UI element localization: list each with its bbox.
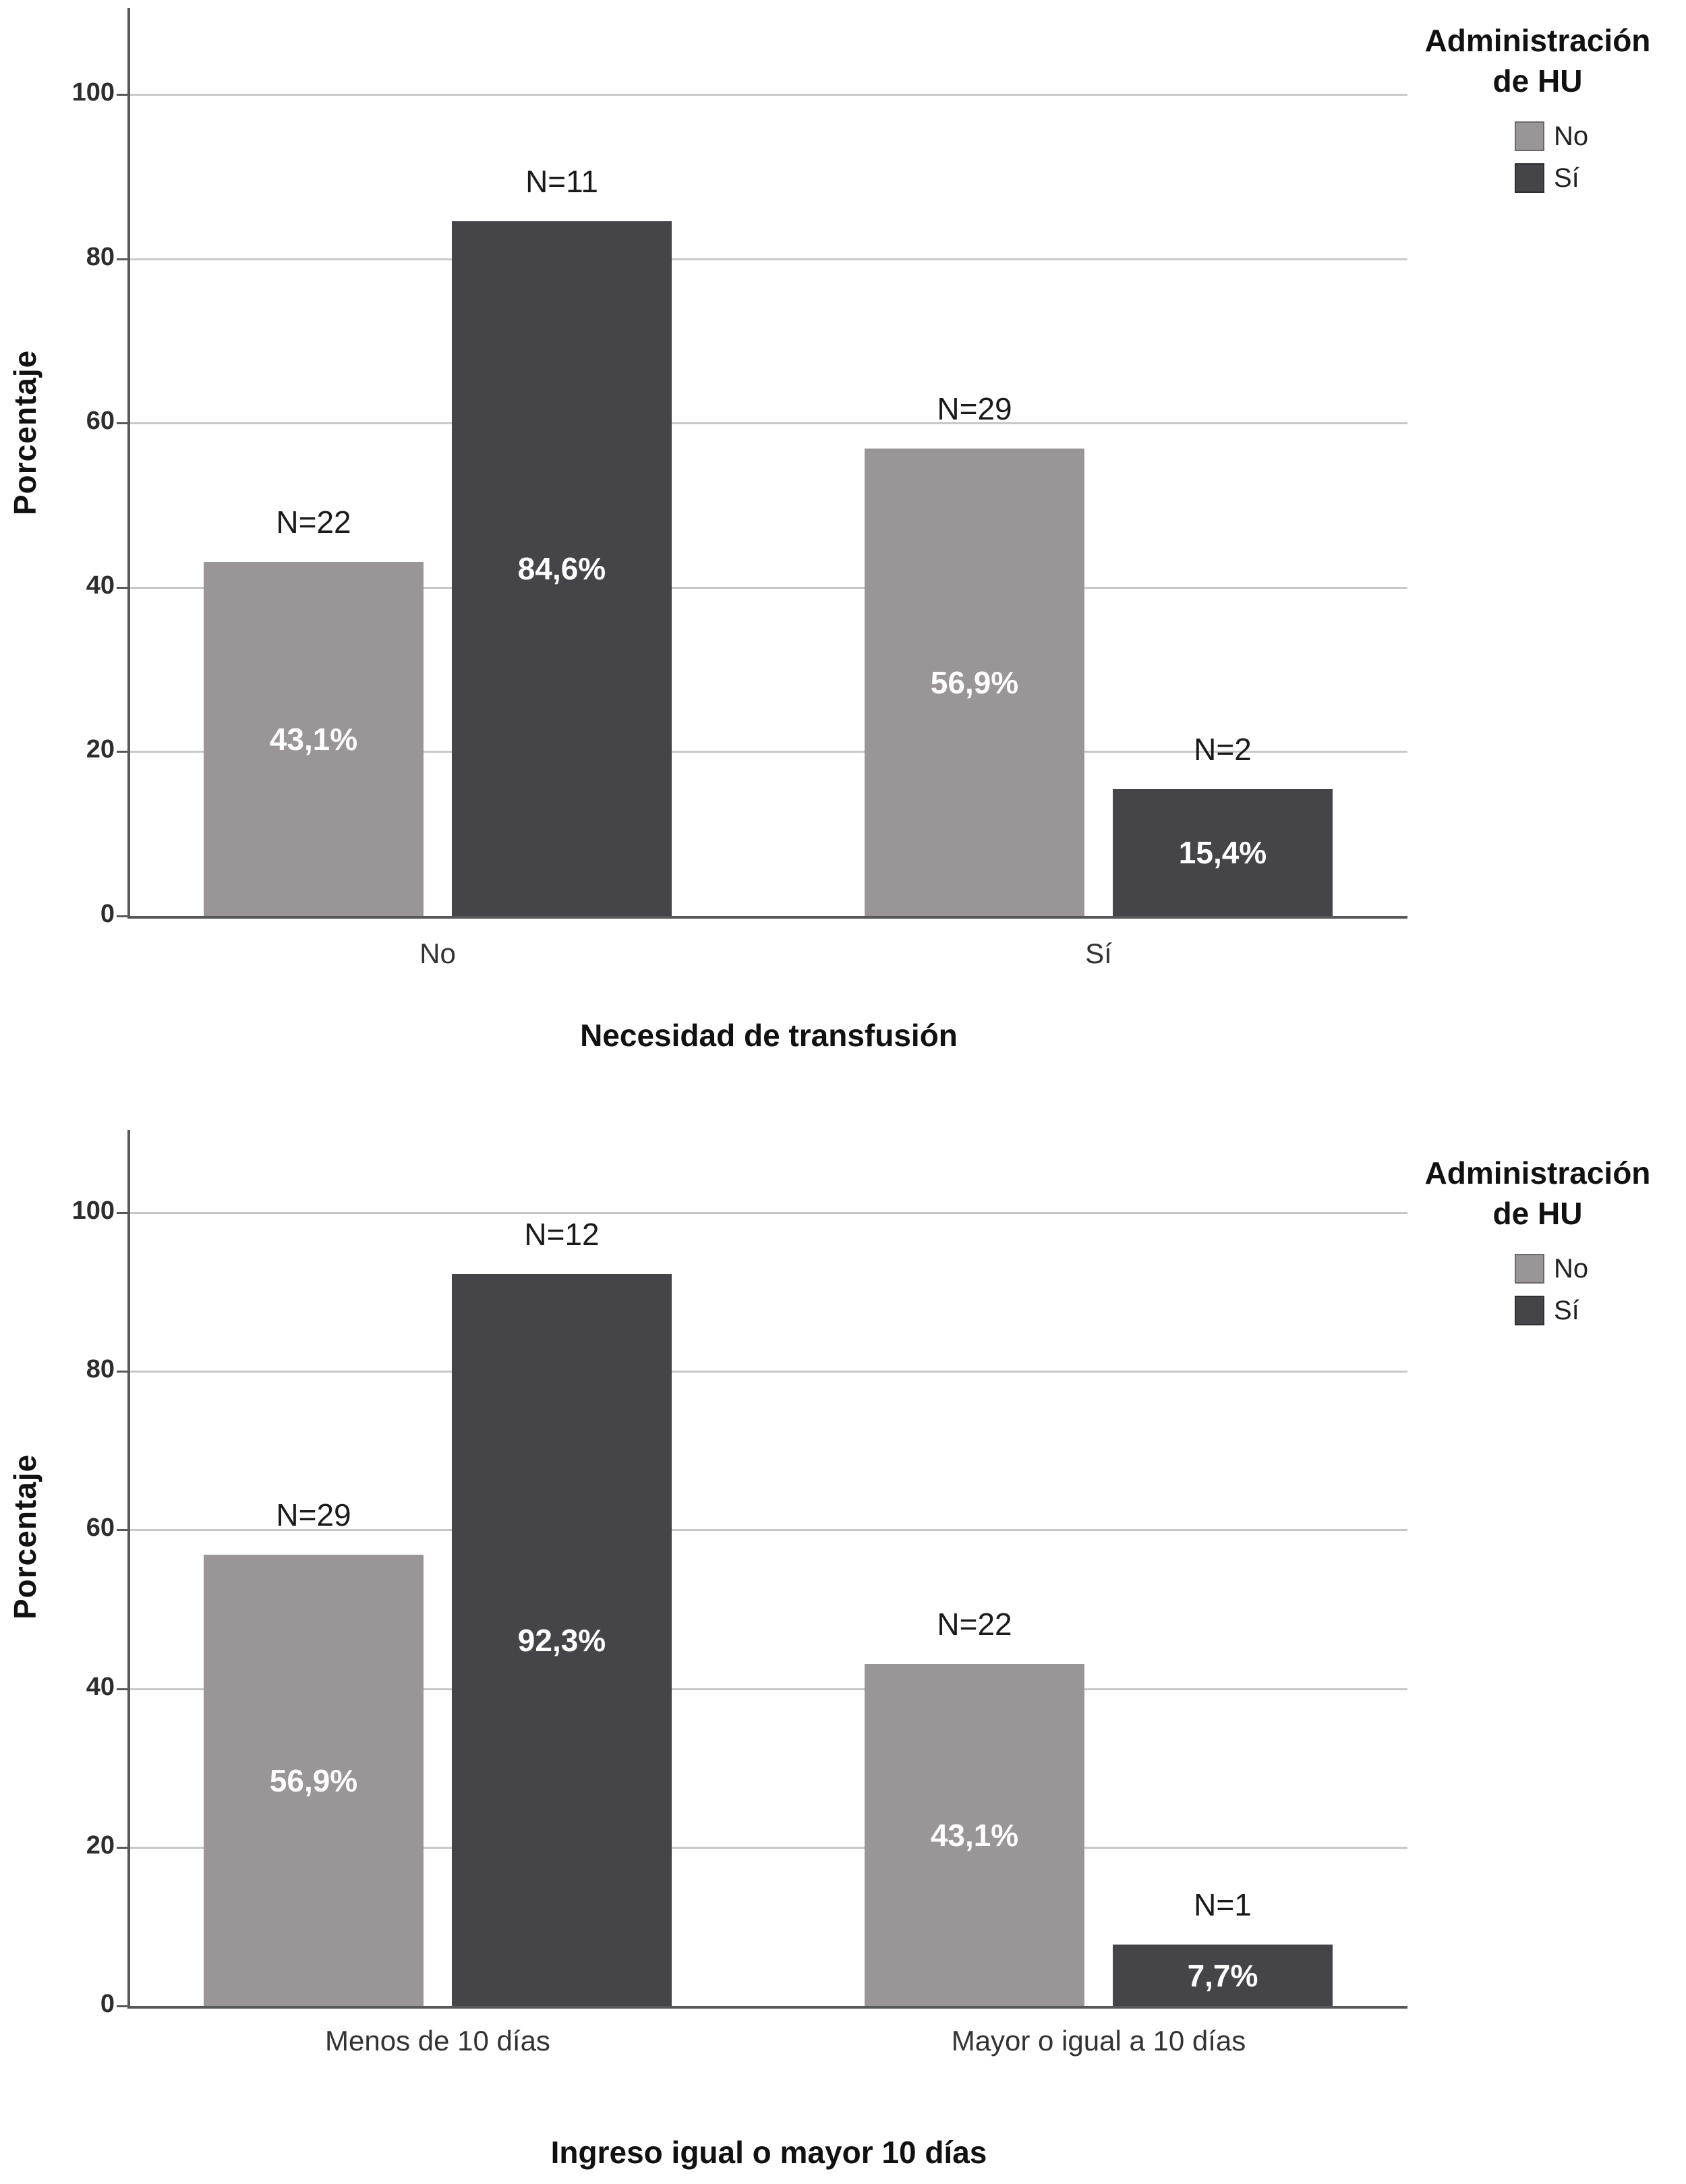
x-category-label: Mayor o igual a 10 días	[951, 2025, 1246, 2057]
y-tick-label: 100	[71, 1197, 115, 1225]
legend-items: No Sí	[1515, 119, 1588, 202]
legend-label: Sí	[1554, 1295, 1579, 1325]
legend-swatch-sí	[1515, 163, 1544, 193]
y-axis-line	[127, 1130, 130, 2009]
bar-no-2: 56,9%	[865, 449, 1084, 916]
legend-title-line: Administración	[1424, 23, 1651, 58]
y-tick-label: 0	[100, 900, 115, 928]
bar-value-label: 84,6%	[517, 551, 606, 586]
y-tick-mark	[117, 915, 127, 917]
y-tick-mark	[117, 94, 127, 96]
bar-count-label: N=12	[524, 1217, 600, 1252]
legend-items: No Sí	[1515, 1251, 1588, 1335]
y-tick-mark	[117, 587, 127, 589]
bar-value-label: 7,7%	[1187, 1957, 1258, 1993]
admission-duration-chart: Porcentaje 0 20 40 60 80 100 56,9% N=29 92,3% N=12…	[0, 1092, 1686, 2184]
bar-value-label: 43,1%	[269, 721, 358, 757]
bar-count-label: N=2	[1194, 732, 1252, 767]
legend-label: No	[1554, 121, 1589, 151]
y-tick-label: 60	[86, 1514, 115, 1542]
bar-value-label: 92,3%	[517, 1622, 606, 1658]
legend-title-line: de HU	[1492, 1196, 1583, 1231]
legend-item-sí: Sí	[1515, 1293, 1588, 1328]
legend-swatch-no	[1515, 121, 1544, 151]
y-tick-label: 80	[86, 243, 115, 271]
bar-value-label: 15,4%	[1178, 835, 1267, 870]
bar-sí-1: 84,6%	[452, 221, 672, 916]
x-category-label: Sí	[1085, 938, 1112, 969]
y-gridline	[130, 1529, 1407, 1531]
y-tick-mark	[117, 1529, 127, 1531]
bar-sí-2: 7,7%	[1113, 1945, 1333, 2006]
bar-value-label: 56,9%	[269, 1762, 358, 1798]
y-gridline	[130, 258, 1407, 260]
legend-swatch-no	[1515, 1254, 1544, 1284]
y-gridline	[130, 1212, 1407, 1214]
y-tick-label: 0	[100, 1990, 115, 2018]
y-gridline	[130, 587, 1407, 589]
legend-title-line: de HU	[1492, 63, 1583, 98]
bar-no-1: 56,9%	[204, 1555, 424, 2006]
y-tick-label: 100	[71, 78, 115, 107]
legend: Administración de HU No Sí	[1389, 1153, 1686, 1348]
bar-value-label: 43,1%	[930, 1817, 1019, 1853]
legend-title: Administración de HU	[1389, 1153, 1686, 1234]
bar-value-label: 56,9%	[930, 664, 1019, 700]
x-category-label: No	[419, 938, 456, 969]
legend-item-no: No	[1515, 1251, 1588, 1286]
legend-label: No	[1554, 1253, 1589, 1284]
y-gridline	[130, 422, 1407, 424]
y-gridline	[130, 94, 1407, 96]
y-tick-label: 60	[86, 407, 115, 435]
legend-title: Administración de HU	[1389, 20, 1686, 101]
x-axis-title: Ingreso igual o mayor 10 días	[550, 2135, 987, 2170]
bar-count-label: N=22	[937, 1607, 1012, 1642]
y-axis-line	[127, 8, 130, 919]
y-tick-mark	[117, 2005, 127, 2007]
legend-item-no: No	[1515, 119, 1588, 154]
y-tick-mark	[117, 422, 127, 424]
y-tick-mark	[117, 1212, 127, 1214]
transfusion-need-chart: Porcentaje 0 20 40 60 80 100 43,1% N=22 84,6% N=11…	[7, 8, 1686, 1053]
bar-count-label: N=29	[937, 391, 1012, 426]
y-tick-mark	[117, 1371, 127, 1373]
legend: Administración de HU No Sí	[1389, 20, 1686, 216]
legend-item-sí: Sí	[1515, 161, 1588, 196]
y-tick-mark	[117, 1847, 127, 1849]
bar-no-1: 43,1%	[204, 562, 424, 916]
y-gridline	[130, 1847, 1407, 1849]
y-tick-mark	[117, 258, 127, 260]
y-tick-label: 80	[86, 1355, 115, 1383]
x-axis-line	[127, 2006, 1407, 2009]
legend-title-line: Administración	[1424, 1155, 1651, 1190]
bar-sí-2: 15,4%	[1113, 789, 1333, 916]
x-axis-line	[127, 916, 1407, 919]
bar-sí-1: 92,3%	[452, 1274, 672, 2006]
y-tick-label: 40	[86, 1673, 115, 1701]
y-tick-label: 40	[86, 571, 115, 600]
x-axis-title: Necesidad de transfusión	[580, 1018, 958, 1053]
y-gridline	[130, 1688, 1407, 1690]
bar-count-label: N=1	[1194, 1887, 1252, 1922]
bar-no-2: 43,1%	[865, 1664, 1084, 2006]
y-gridline	[130, 1371, 1407, 1373]
y-gridline	[130, 751, 1407, 753]
bar-count-label: N=22	[276, 505, 351, 540]
y-tick-label: 20	[86, 1831, 115, 1860]
y-tick-mark	[117, 751, 127, 753]
bar-count-label: N=11	[525, 164, 598, 199]
x-category-label: Menos de 10 días	[325, 2025, 550, 2057]
bar-count-label: N=29	[276, 1497, 351, 1532]
y-tick-mark	[117, 1688, 127, 1690]
y-tick-label: 20	[86, 735, 115, 764]
legend-swatch-sí	[1515, 1296, 1544, 1325]
legend-label: Sí	[1554, 163, 1579, 193]
